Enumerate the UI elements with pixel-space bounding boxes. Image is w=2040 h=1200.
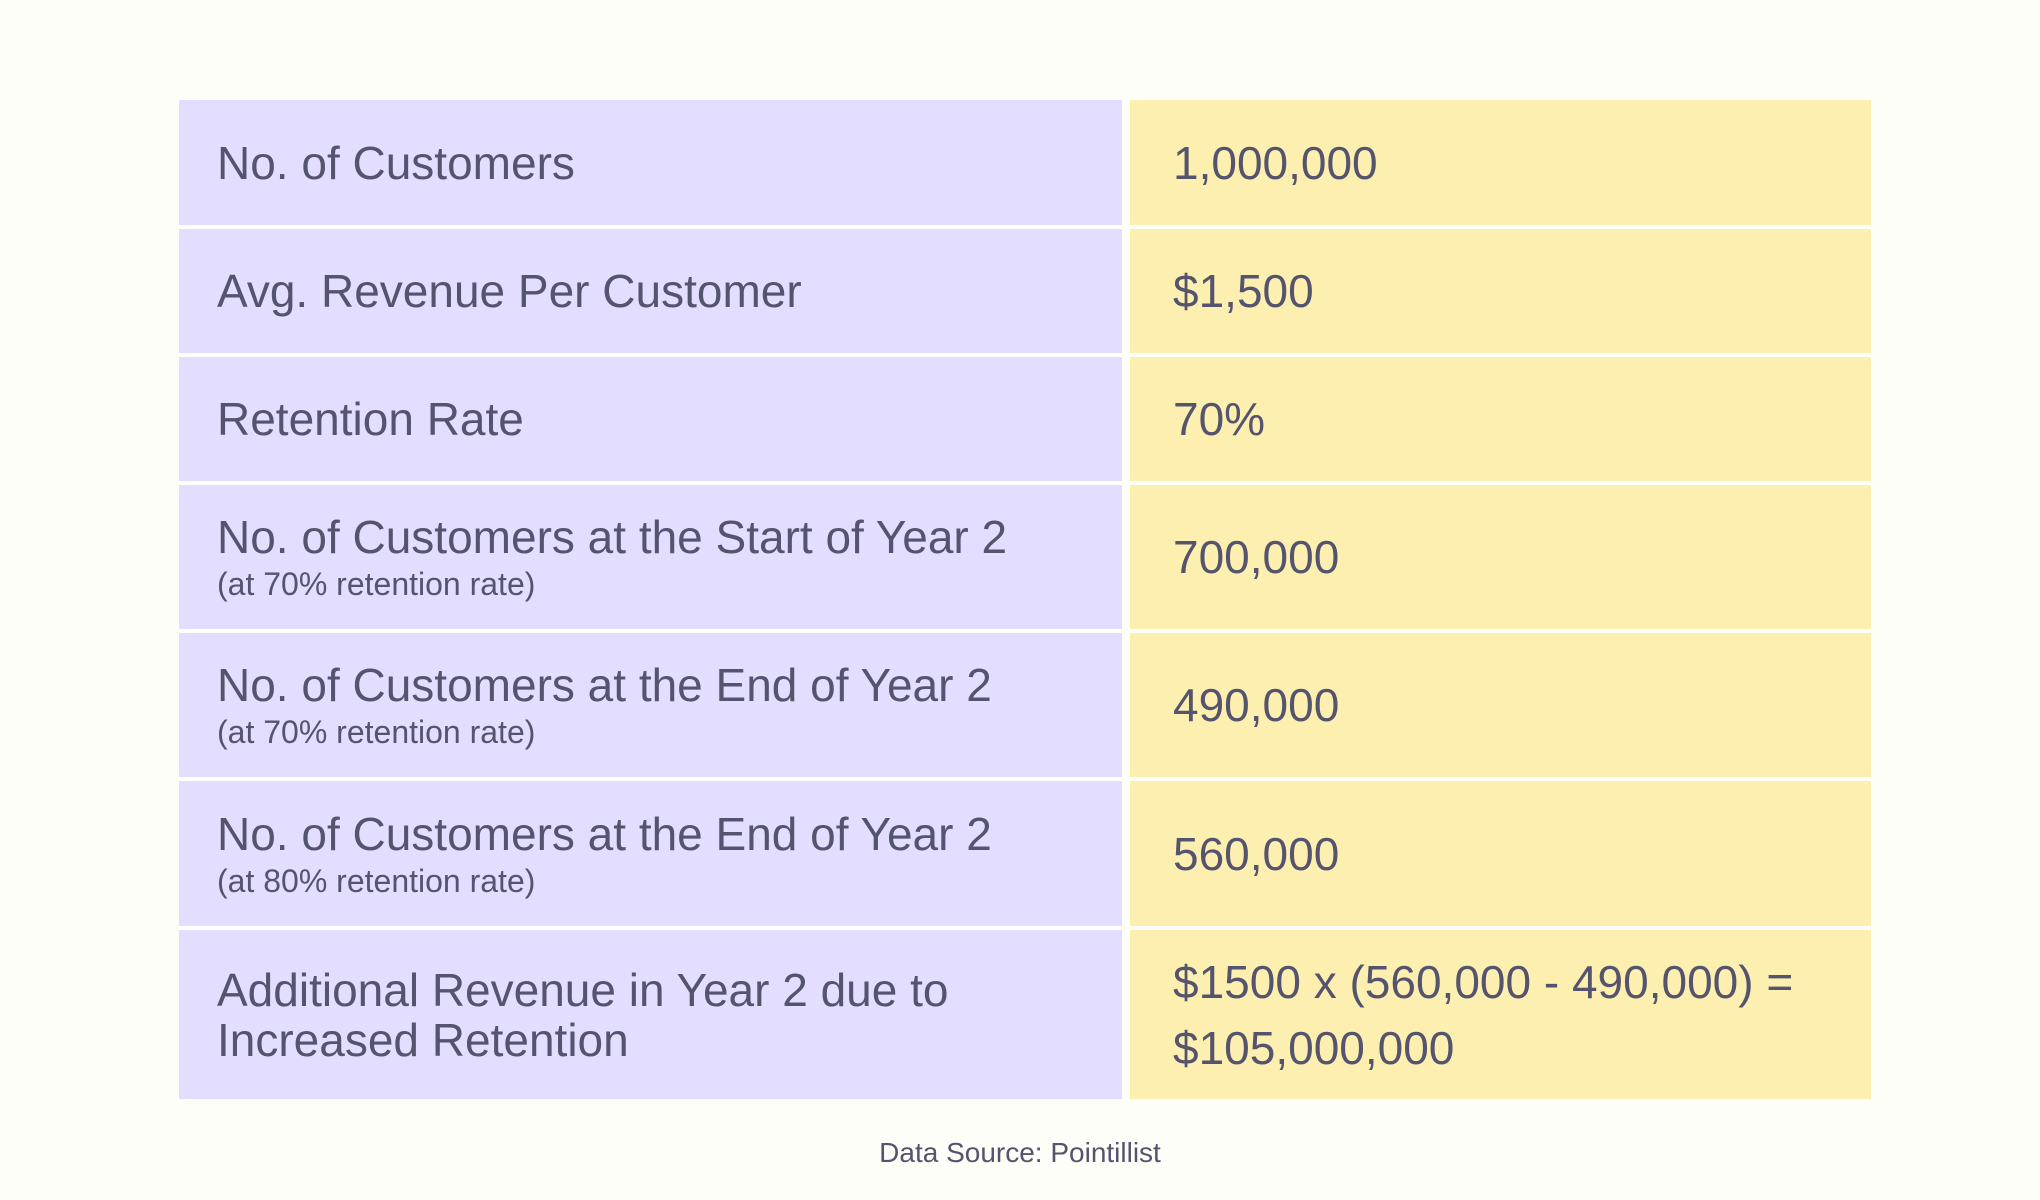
row-label: No. of Customers at the Start of Year 2 bbox=[217, 511, 1008, 563]
row-label: No. of Customers at the End of Year 2 bbox=[217, 807, 992, 860]
row-label: No. of Customers at the End of Year 2 bbox=[217, 659, 992, 711]
row-sublabel: (at 70% retention rate) bbox=[217, 714, 536, 750]
row-value: 700,000 bbox=[1173, 531, 1340, 583]
row-label-cell: No. of Customers at the End of Year 2 (a… bbox=[179, 781, 1122, 926]
row-value: $1500 x (560,000 - 490,000) = $105,000,0… bbox=[1173, 955, 1794, 1074]
row-label-cell: Additional Revenue in Year 2 due to Incr… bbox=[179, 930, 1122, 1099]
row-label-cell: No. of Customers bbox=[179, 100, 1122, 225]
row-value-cell: 490,000 bbox=[1130, 633, 1871, 777]
row-value-cell: 560,000 bbox=[1130, 781, 1871, 926]
revenue-retention-table: No. of Customers 1,000,000 Avg. Revenue … bbox=[179, 100, 1871, 1099]
row-label: Additional Revenue in Year 2 due to Incr… bbox=[217, 963, 949, 1066]
row-label-cell: No. of Customers at the End of Year 2 (a… bbox=[179, 633, 1122, 777]
row-value-cell: 1,000,000 bbox=[1130, 100, 1871, 225]
row-label: Retention Rate bbox=[217, 393, 524, 445]
row-value-cell: $1,500 bbox=[1130, 229, 1871, 353]
row-label: No. of Customers bbox=[217, 136, 575, 189]
row-value: 490,000 bbox=[1173, 679, 1340, 731]
row-value: 560,000 bbox=[1173, 827, 1340, 880]
row-value-cell: $1500 x (560,000 - 490,000) = $105,000,0… bbox=[1130, 930, 1871, 1099]
row-label-cell: No. of Customers at the Start of Year 2 … bbox=[179, 485, 1122, 629]
row-value: 70% bbox=[1173, 393, 1266, 445]
row-label-cell: Retention Rate bbox=[179, 357, 1122, 481]
row-value: 1,000,000 bbox=[1173, 136, 1378, 189]
row-label: Avg. Revenue Per Customer bbox=[217, 265, 802, 317]
row-label-cell: Avg. Revenue Per Customer bbox=[179, 229, 1122, 353]
row-value-cell: 700,000 bbox=[1130, 485, 1871, 629]
row-value-cell: 70% bbox=[1130, 357, 1871, 481]
row-value: $1,500 bbox=[1173, 265, 1314, 317]
row-sublabel: (at 80% retention rate) bbox=[217, 862, 536, 899]
row-sublabel: (at 70% retention rate) bbox=[217, 566, 536, 602]
data-source-caption: Data Source: Pointillist bbox=[879, 1137, 1161, 1168]
